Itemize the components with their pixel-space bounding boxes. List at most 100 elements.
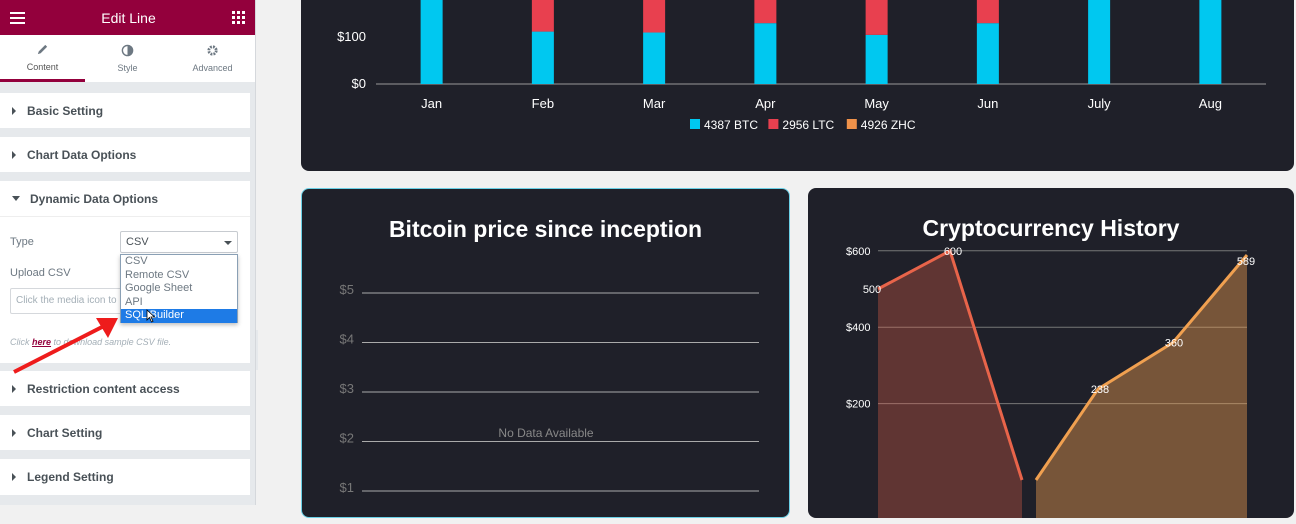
x-tick-label: July bbox=[1088, 96, 1112, 111]
bar-segment bbox=[531, 31, 554, 84]
y-tick-label: $1 bbox=[340, 480, 354, 495]
legend-label: 2956 LTC bbox=[782, 118, 834, 132]
tab-advanced[interactable]: Advanced bbox=[170, 35, 255, 82]
legend-swatch bbox=[768, 119, 779, 129]
y-tick-label: $3 bbox=[340, 381, 354, 396]
bar-segment bbox=[643, 32, 666, 84]
legend-swatch bbox=[846, 119, 857, 129]
upload-csv-label: Upload CSV bbox=[10, 267, 71, 279]
bar-segment bbox=[1088, 0, 1111, 84]
section-chart-setting[interactable]: Chart Setting bbox=[0, 415, 250, 450]
y-tick-label: $100 bbox=[337, 29, 366, 44]
help-prefix: Click bbox=[10, 337, 30, 347]
bitcoin-line-chart: $5 $4 $3 $2 $1 No Data Available bbox=[340, 282, 759, 495]
widgets-grid-icon[interactable] bbox=[231, 11, 245, 24]
panel-title: Edit Line bbox=[101, 9, 156, 26]
stacked-bar-chart-card: $100 $0 Jan Feb Mar Apr May Jun July Aug 4387 BTC 2… bbox=[301, 0, 1294, 171]
section-legend-setting[interactable]: Legend Setting bbox=[0, 459, 250, 495]
tab-style-label: Style bbox=[117, 63, 138, 73]
x-tick-label: Jan bbox=[421, 96, 442, 111]
section-label: Restriction content access bbox=[27, 381, 180, 396]
help-suffix: to download sample CSV file. bbox=[53, 337, 172, 347]
legend-label: 4926 ZHC bbox=[861, 118, 916, 132]
bar-segment bbox=[1199, 0, 1222, 84]
y-tick-label: $200 bbox=[846, 399, 870, 411]
x-tick-label: Apr bbox=[755, 96, 776, 111]
bar-segment bbox=[643, 0, 666, 33]
legend-swatch bbox=[690, 119, 700, 129]
preview-area: $100 $0 Jan Feb Mar Apr May Jun July Aug 4387 BTC 2… bbox=[258, 0, 1296, 519]
help-text: Click here to download sample CSV file. bbox=[10, 337, 171, 347]
x-tick-label: Feb bbox=[532, 96, 554, 111]
crypto-area-chart: $600 $400 $200 500 600 238 360 589 bbox=[846, 246, 1255, 519]
caret-right-icon bbox=[12, 428, 16, 437]
section-restriction-content-access[interactable]: Restriction content access bbox=[0, 371, 250, 406]
x-tick-label: Jun bbox=[977, 96, 998, 111]
x-tick-label: Mar bbox=[643, 96, 666, 111]
half-circle-icon bbox=[121, 44, 134, 57]
caret-right-icon bbox=[12, 473, 16, 481]
bar-segment bbox=[865, 0, 888, 35]
type-dropdown-list: CSV Remote CSV Google Sheet API SQL Buil… bbox=[120, 254, 238, 323]
bar-segment bbox=[976, 23, 999, 84]
caret-right-icon bbox=[12, 150, 16, 159]
y-tick-label: $0 bbox=[352, 76, 366, 91]
line-series-1 bbox=[877, 248, 1024, 481]
section-dynamic-data-options[interactable]: Dynamic Data Options bbox=[0, 181, 250, 217]
bar-segment bbox=[754, 0, 777, 24]
y-tick-label: $5 bbox=[340, 282, 354, 297]
data-label: 238 bbox=[1091, 384, 1109, 396]
y-tick-label: $2 bbox=[340, 431, 354, 446]
area-fill-series-2 bbox=[1036, 255, 1247, 518]
option-google-sheet[interactable]: Google Sheet bbox=[125, 282, 193, 294]
y-tick-label: $600 bbox=[846, 246, 870, 258]
line-series-2 bbox=[1034, 254, 1249, 481]
type-select[interactable]: CSV bbox=[120, 231, 238, 253]
section-chart-data-options[interactable]: Chart Data Options bbox=[0, 137, 250, 172]
bar-segment bbox=[976, 0, 999, 24]
gear-icon bbox=[207, 45, 218, 56]
caret-right-icon bbox=[12, 106, 16, 115]
bar-segment bbox=[420, 0, 443, 84]
option-api[interactable]: API bbox=[125, 295, 143, 308]
type-select-value: CSV bbox=[126, 236, 149, 248]
x-tick-label: Aug bbox=[1199, 96, 1222, 111]
option-csv[interactable]: CSV bbox=[125, 255, 148, 267]
area-fill-series-1 bbox=[878, 250, 1022, 519]
upload-csv-placeholder: Click the media icon to bbox=[16, 295, 117, 306]
bar-segment bbox=[531, 0, 554, 32]
section-label: Legend Setting bbox=[27, 470, 114, 484]
legend-label: 4387 BTC bbox=[704, 118, 758, 132]
tab-style[interactable]: Style bbox=[85, 35, 170, 82]
red-arrow-annotation bbox=[13, 318, 118, 374]
section-label: Chart Data Options bbox=[27, 147, 137, 162]
section-label: Dynamic Data Options bbox=[30, 191, 159, 206]
bar-segment bbox=[754, 23, 777, 84]
crypto-chart-title: Cryptocurrency History bbox=[922, 215, 1180, 241]
cryptocurrency-chart-card: Cryptocurrency History $600 $400 $200 500 60… bbox=[808, 188, 1294, 519]
data-label: 500 bbox=[863, 284, 881, 296]
section-basic-setting[interactable]: Basic Setting bbox=[0, 93, 250, 128]
data-label: 600 bbox=[944, 246, 962, 258]
caret-right-icon bbox=[12, 384, 16, 393]
mouse-cursor-icon bbox=[146, 309, 156, 323]
caret-down-icon bbox=[12, 196, 20, 201]
bitcoin-chart-title: Bitcoin price since inception bbox=[388, 216, 703, 242]
menu-icon[interactable] bbox=[10, 11, 25, 24]
tab-content[interactable]: Content bbox=[0, 35, 85, 82]
chevron-down-icon bbox=[224, 241, 232, 245]
tab-advanced-label: Advanced bbox=[192, 63, 233, 73]
section-label: Chart Setting bbox=[27, 425, 103, 440]
x-tick-label: May bbox=[864, 96, 889, 111]
bitcoin-chart-card: Bitcoin price since inception $5 $4 $3 $2 $1… bbox=[301, 188, 790, 518]
download-sample-link[interactable]: here bbox=[32, 337, 52, 347]
type-label: Type bbox=[10, 236, 34, 248]
y-tick-label: $4 bbox=[340, 332, 354, 347]
option-remote-csv[interactable]: Remote CSV bbox=[125, 268, 190, 281]
editor-panel: Edit Line Content Style Advanced Basic S… bbox=[0, 0, 256, 505]
data-label: 360 bbox=[1165, 337, 1183, 349]
data-label: 589 bbox=[1237, 256, 1255, 268]
tab-content-label: Content bbox=[26, 61, 59, 72]
no-data-message: No Data Available bbox=[498, 426, 594, 440]
bar-segment bbox=[865, 34, 888, 84]
